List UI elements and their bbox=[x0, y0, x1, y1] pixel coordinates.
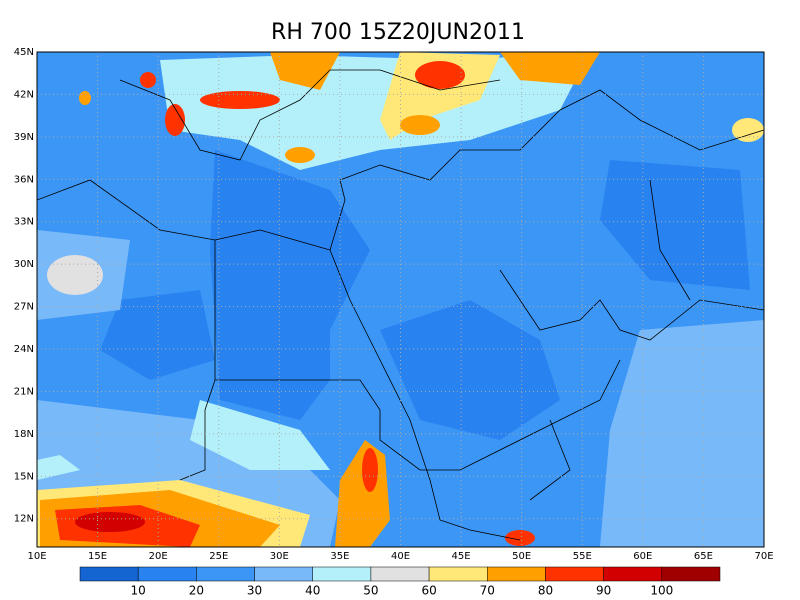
lat-label: 21N bbox=[14, 386, 34, 397]
colorbar-box bbox=[487, 566, 546, 582]
colorbar-box bbox=[603, 566, 663, 582]
map-frame bbox=[36, 51, 765, 548]
colorbar-box bbox=[312, 566, 372, 582]
graticule bbox=[37, 52, 764, 547]
lon-label: 20E bbox=[149, 551, 168, 562]
lon-label: 65E bbox=[694, 551, 713, 562]
lon-label: 55E bbox=[573, 551, 592, 562]
lat-label: 15N bbox=[14, 471, 34, 482]
rh-field bbox=[37, 52, 764, 547]
lon-label: 40E bbox=[391, 551, 410, 562]
lat-label: 30N bbox=[14, 259, 34, 270]
lon-label: 35E bbox=[330, 551, 349, 562]
lon-label: 10E bbox=[27, 551, 46, 562]
map-title: RH 700 15Z20JUN2011 bbox=[271, 20, 525, 45]
lon-label: 60E bbox=[633, 551, 652, 562]
lat-label: 39N bbox=[14, 132, 34, 143]
colorbar-label: 70 bbox=[480, 584, 495, 598]
colorbar-box bbox=[545, 566, 604, 582]
colorbar-box bbox=[79, 566, 139, 582]
colorbar-label: 80 bbox=[538, 584, 553, 598]
lat-label: 27N bbox=[14, 302, 34, 313]
colorbar-label: 20 bbox=[189, 584, 204, 598]
lon-label: 15E bbox=[88, 551, 107, 562]
colorbar-box bbox=[661, 566, 721, 582]
colorbar-box bbox=[254, 566, 313, 582]
colorbar-box bbox=[137, 566, 197, 582]
colorbar-label: 60 bbox=[421, 584, 436, 598]
lon-label: 30E bbox=[270, 551, 289, 562]
colorbar-label: 100 bbox=[650, 584, 673, 598]
lat-label: 24N bbox=[14, 344, 34, 355]
lat-label: 18N bbox=[14, 429, 34, 440]
colorbar-label: 10 bbox=[131, 584, 146, 598]
colorbar-box bbox=[370, 566, 430, 582]
lon-label: 25E bbox=[209, 551, 228, 562]
lat-label: 12N bbox=[14, 514, 34, 525]
colorbar-label: 30 bbox=[247, 584, 262, 598]
lat-label: 42N bbox=[14, 89, 34, 100]
colorbar-box bbox=[428, 566, 488, 582]
lat-label: 36N bbox=[14, 174, 34, 185]
lat-label: 45N bbox=[14, 47, 34, 58]
colorbar-label: 90 bbox=[596, 584, 611, 598]
lon-label: 50E bbox=[512, 551, 531, 562]
colorbar-label: 40 bbox=[305, 584, 320, 598]
lon-label: 70E bbox=[754, 551, 773, 562]
lon-label: 45E bbox=[452, 551, 471, 562]
colorbar-box bbox=[196, 566, 255, 582]
lat-label: 33N bbox=[14, 217, 34, 228]
colorbar-label: 50 bbox=[363, 584, 378, 598]
